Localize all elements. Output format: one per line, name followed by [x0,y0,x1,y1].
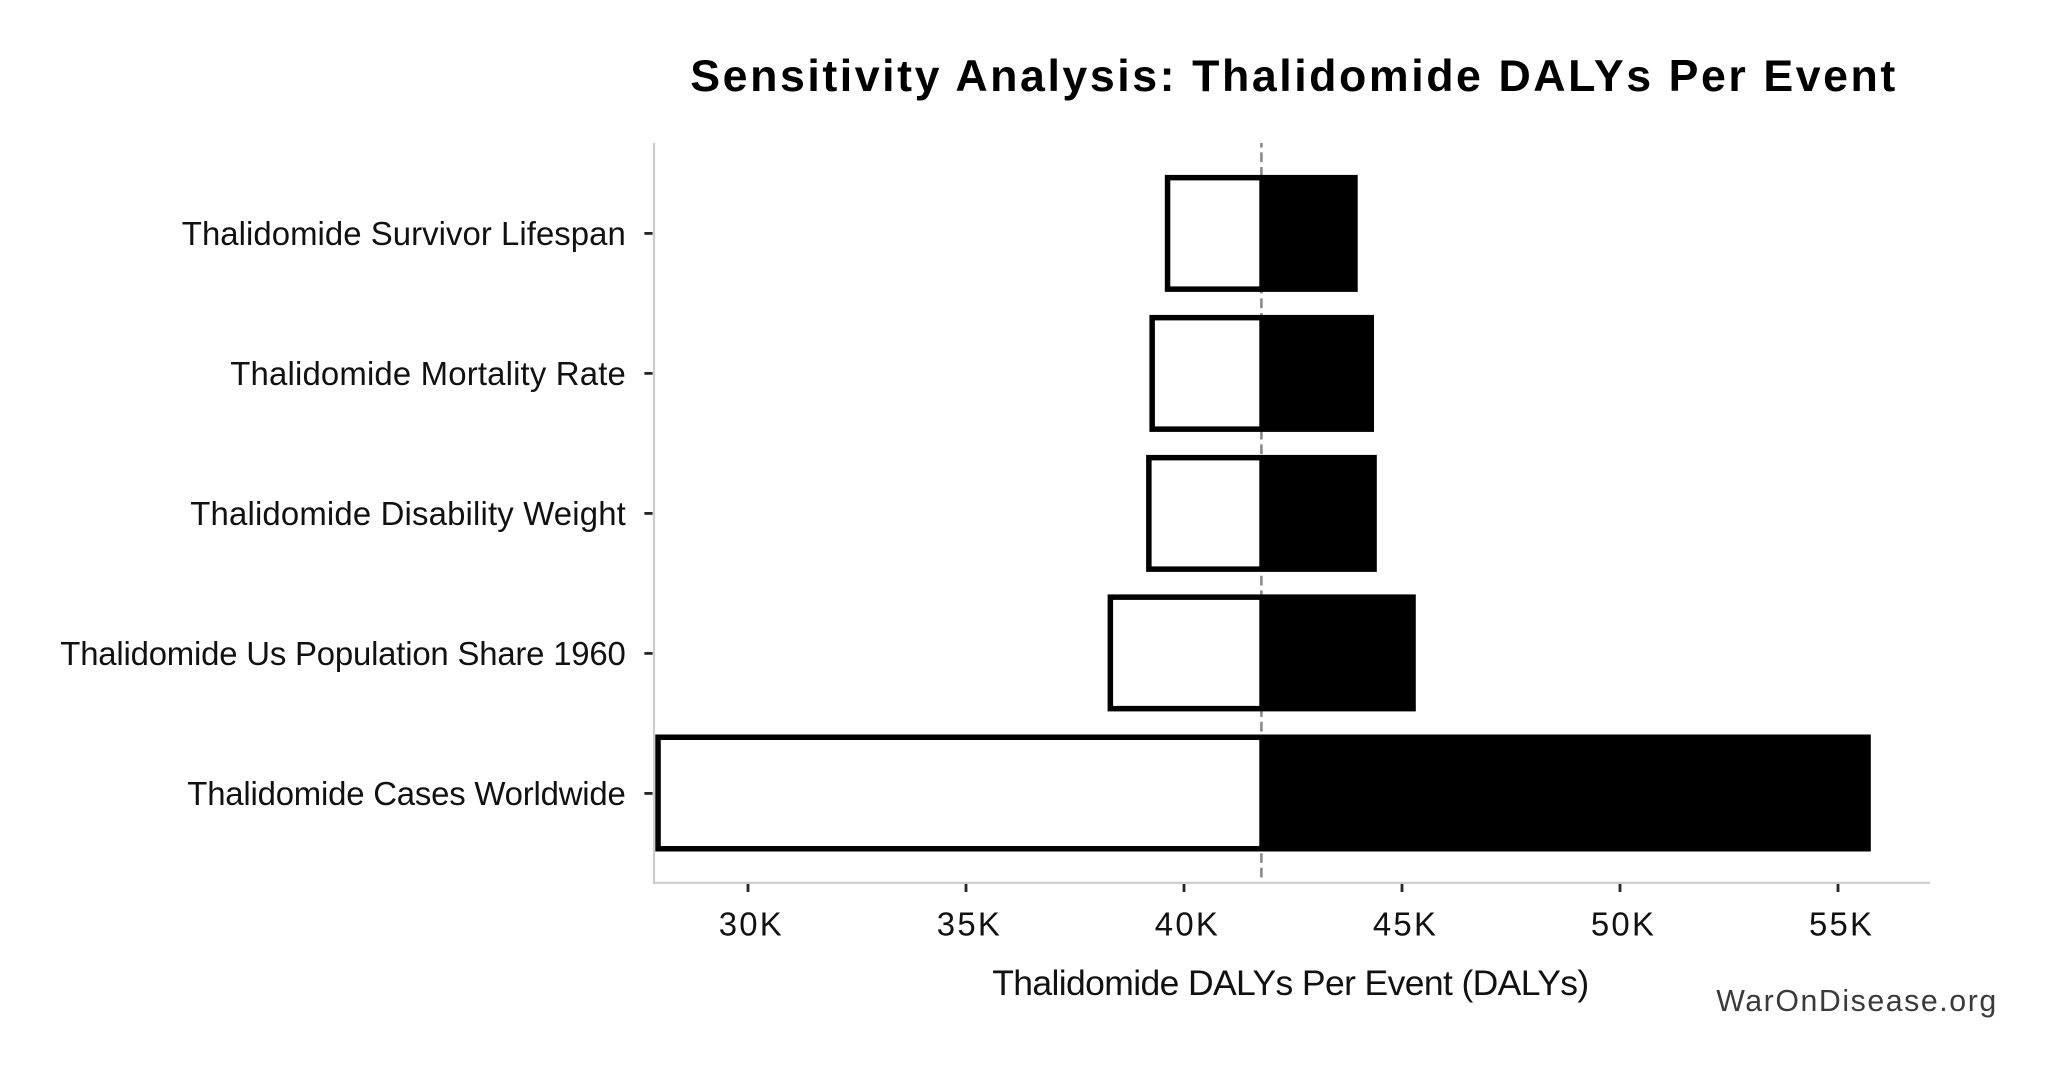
svg-text:Thalidomide Us Population Shar: Thalidomide Us Population Share 1960 [60,635,626,672]
svg-text:35K: 35K [937,905,1000,942]
svg-text:55K: 55K [1809,905,1872,942]
svg-text:50K: 50K [1591,905,1654,942]
svg-text:WarOnDisease.org: WarOnDisease.org [1716,985,1996,1018]
svg-text:40K: 40K [1155,905,1218,942]
svg-text:Thalidomide Mortality Rate: Thalidomide Mortality Rate [230,355,626,392]
svg-text:Thalidomide Survivor Lifespan: Thalidomide Survivor Lifespan [182,215,626,252]
svg-text:45K: 45K [1373,905,1436,942]
svg-text:Thalidomide Disability Weight: Thalidomide Disability Weight [190,495,626,532]
svg-text:Thalidomide DALYs Per Event (D: Thalidomide DALYs Per Event (DALYs) [992,963,1589,1003]
svg-text:30K: 30K [719,905,782,942]
svg-text:Thalidomide Cases Worldwide: Thalidomide Cases Worldwide [187,775,626,812]
